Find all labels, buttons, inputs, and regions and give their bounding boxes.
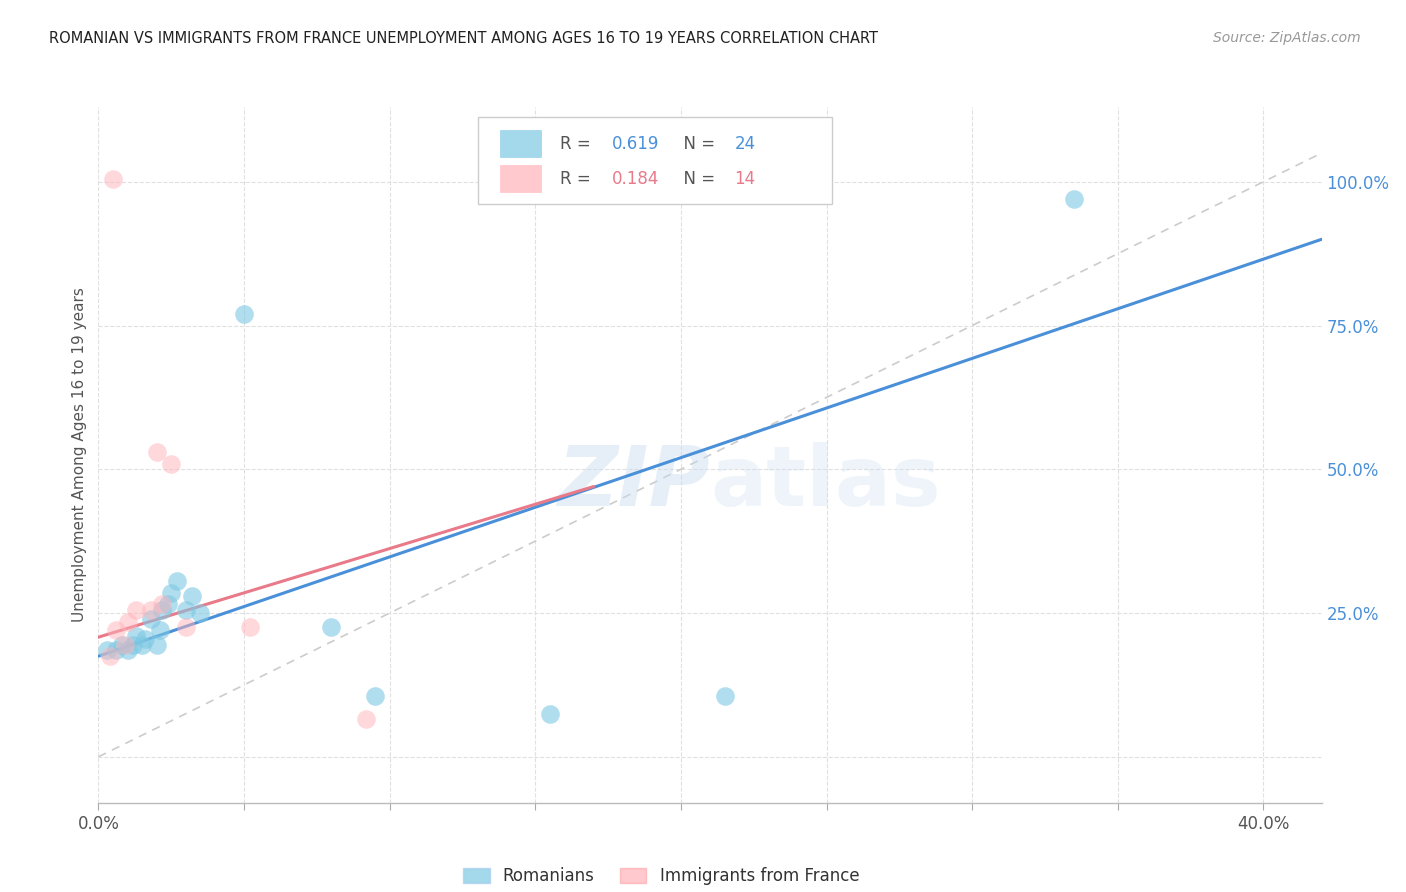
Text: ROMANIAN VS IMMIGRANTS FROM FRANCE UNEMPLOYMENT AMONG AGES 16 TO 19 YEARS CORREL: ROMANIAN VS IMMIGRANTS FROM FRANCE UNEMP… — [49, 31, 879, 46]
Text: ZIP: ZIP — [557, 442, 710, 524]
Point — [139, 603, 162, 617]
Point — [356, 713, 378, 727]
Point — [174, 620, 197, 634]
Point — [104, 624, 127, 638]
Point — [101, 172, 124, 186]
Point — [157, 598, 180, 612]
FancyBboxPatch shape — [499, 130, 541, 157]
Text: 24: 24 — [734, 135, 755, 153]
Point — [239, 620, 262, 634]
Point — [160, 586, 183, 600]
Point — [364, 690, 387, 704]
Point — [139, 612, 162, 626]
Point — [174, 603, 197, 617]
Point — [538, 706, 561, 721]
Y-axis label: Unemployment Among Ages 16 to 19 years: Unemployment Among Ages 16 to 19 years — [72, 287, 87, 623]
Point — [321, 620, 343, 634]
Point — [125, 629, 148, 643]
Point — [145, 638, 167, 652]
Point — [152, 598, 174, 612]
Point — [713, 690, 735, 704]
Text: N =: N = — [673, 169, 721, 187]
Text: R =: R = — [560, 135, 596, 153]
Point — [180, 589, 202, 603]
Point — [114, 638, 136, 652]
Point — [1063, 192, 1085, 206]
FancyBboxPatch shape — [499, 165, 541, 192]
Point — [134, 632, 156, 646]
Point — [111, 638, 134, 652]
Point — [166, 574, 188, 589]
Point — [145, 445, 167, 459]
Text: Source: ZipAtlas.com: Source: ZipAtlas.com — [1213, 31, 1361, 45]
Point — [188, 606, 212, 620]
Point — [96, 643, 118, 657]
FancyBboxPatch shape — [478, 118, 832, 204]
Point — [98, 649, 121, 664]
Point — [149, 624, 172, 638]
Text: 0.184: 0.184 — [612, 169, 659, 187]
Point — [104, 643, 127, 657]
Text: 0.619: 0.619 — [612, 135, 659, 153]
Point — [117, 615, 139, 629]
Text: 14: 14 — [734, 169, 755, 187]
Text: N =: N = — [673, 135, 721, 153]
Point — [160, 457, 183, 471]
Text: R =: R = — [560, 169, 596, 187]
Point — [152, 603, 174, 617]
Point — [233, 307, 256, 321]
Legend: Romanians, Immigrants from France: Romanians, Immigrants from France — [463, 867, 859, 885]
Point — [117, 643, 139, 657]
Point — [131, 638, 153, 652]
Text: atlas: atlas — [710, 442, 941, 524]
Point — [125, 603, 148, 617]
Point — [122, 638, 145, 652]
